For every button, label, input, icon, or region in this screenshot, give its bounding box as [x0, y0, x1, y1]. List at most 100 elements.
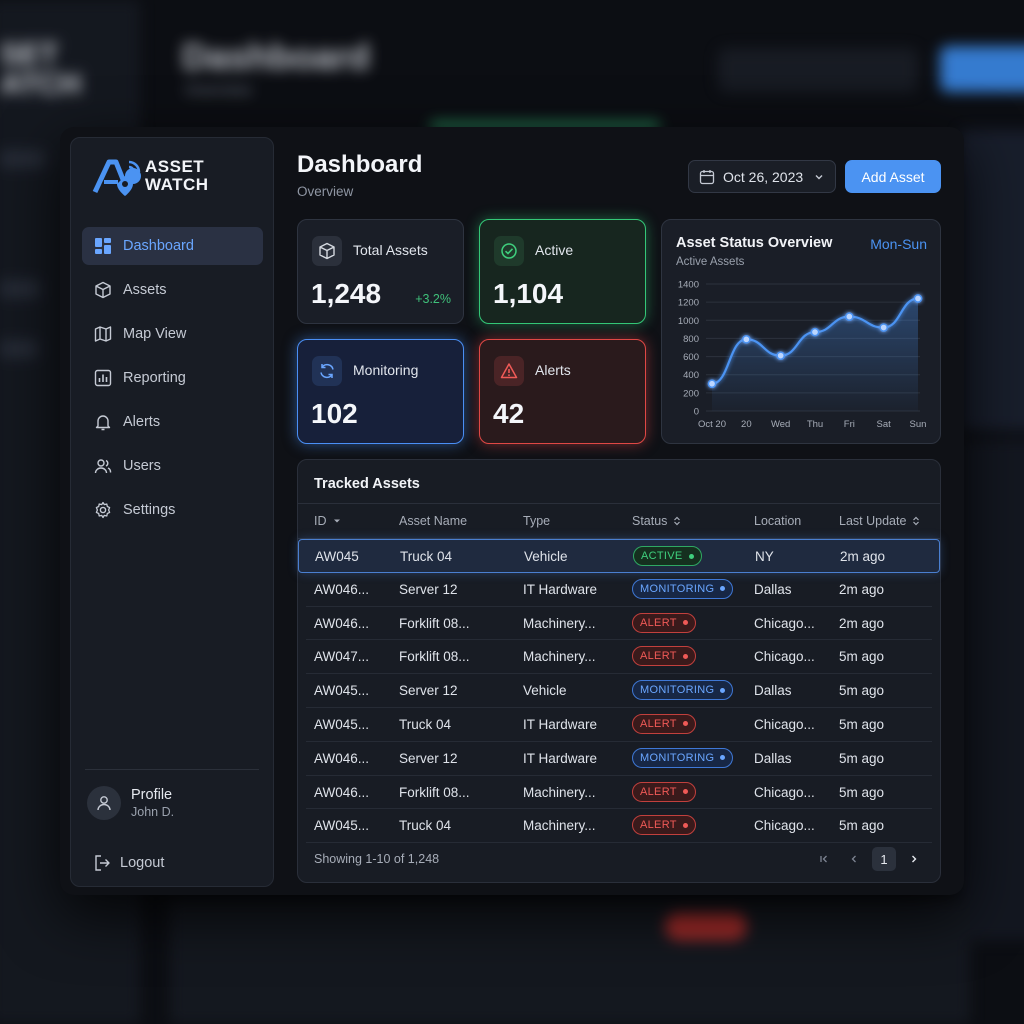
profile[interactable]: Profile John D.	[87, 786, 174, 820]
cell-id: AW046...	[314, 615, 370, 631]
logout-label: Logout	[120, 855, 165, 871]
asset-status-chart-card: 0 200 400 600 800 1000 1200 1400 Oct 20 20 Wed Thu…	[661, 219, 941, 444]
sidebar-item-settings[interactable]: Settings	[82, 491, 263, 529]
data-point[interactable]	[879, 323, 889, 332]
status-badge: ALERT	[632, 781, 696, 802]
stat-label: Alerts	[535, 362, 571, 378]
page-number-button[interactable]: 1	[872, 847, 896, 871]
status-badge: MONITORING	[632, 578, 734, 599]
sidebar-item-dashboard[interactable]: Dashboard	[82, 227, 263, 265]
background-nav-item	[0, 280, 40, 298]
column-header-id[interactable]: ID	[314, 514, 342, 528]
table-row[interactable]: AW045... Truck 04 IT Hardware ALERT Chicago.…	[306, 708, 932, 742]
cell-id: AW045	[315, 549, 359, 564]
date-picker[interactable]: Oct 26, 2023	[688, 160, 836, 193]
cell-updated: 5m ago	[839, 649, 885, 665]
cell-type: Machinery...	[523, 649, 596, 665]
stat-card-monitoring[interactable]: Monitoring 102	[297, 339, 464, 444]
users-icon	[94, 459, 112, 474]
warning-icon	[500, 363, 518, 379]
column-header-type[interactable]: Type	[523, 514, 551, 528]
map-icon	[94, 326, 112, 342]
table-row[interactable]: AW046... Forklift 08... Machinery... ALERT C…	[306, 776, 932, 810]
previous-page-button[interactable]	[842, 847, 866, 871]
column-header-location[interactable]: Location	[754, 514, 802, 528]
data-point[interactable]	[707, 379, 717, 389]
cell-type: Machinery...	[523, 818, 596, 834]
cell-updated: 5m ago	[839, 818, 885, 834]
table-row[interactable]: AW046... Server 12 IT Hardware MONITORING Da…	[306, 573, 932, 607]
cell-name: Truck 04	[400, 549, 453, 564]
sidebar-item-label: Settings	[123, 502, 176, 518]
sidebar-item-label: Alerts	[123, 414, 161, 430]
cell-name: Server 12	[399, 683, 458, 699]
stat-card-alerts[interactable]: Alerts 42	[479, 339, 646, 444]
table-title: Tracked Assets	[314, 476, 420, 492]
avatar	[87, 786, 121, 820]
cell-type: Vehicle	[524, 549, 568, 564]
x-tick-label: Fri	[844, 419, 855, 430]
stat-label: Total Assets	[353, 242, 428, 258]
calendar-icon	[699, 169, 715, 184]
y-tick-label: 400	[683, 370, 699, 381]
cell-updated: 5m ago	[839, 784, 885, 800]
cell-location: Dallas	[754, 750, 792, 766]
chart-subtitle: Active Assets	[676, 256, 745, 268]
table-row[interactable]: AW046... Forklift 08... Machinery... ALERT C…	[306, 607, 932, 641]
chart-title: Asset Status Overview	[676, 235, 833, 251]
background-add-button	[940, 46, 1024, 92]
chart-range-selector[interactable]: Mon-Sun	[870, 236, 927, 252]
cell-location: Chicago...	[754, 818, 815, 834]
cell-updated: 5m ago	[839, 683, 885, 699]
table-row[interactable]: AW047... Forklift 08... Machinery... ALERT C…	[306, 640, 932, 675]
column-header-status[interactable]: Status	[632, 514, 682, 528]
data-point[interactable]	[810, 327, 820, 337]
cell-type: Machinery...	[523, 784, 596, 800]
cell-updated: 2m ago	[839, 615, 885, 631]
table-row[interactable]: AW045... Truck 04 Machinery... ALERT Chicago…	[306, 809, 932, 844]
dashboard-icon	[95, 238, 111, 254]
sidebar-nav: Dashboard Assets Map View Reporting Aler…	[82, 227, 263, 535]
sidebar-item-label: Reporting	[123, 370, 186, 386]
box-icon	[95, 281, 111, 299]
data-point[interactable]	[913, 294, 923, 303]
background-table-bottom	[170, 900, 970, 1024]
data-point[interactable]	[844, 312, 854, 322]
background-title: Dashboard	[182, 36, 371, 77]
table-row[interactable]: AW045 Truck 04 Vehicle ACTIVE NY 2m ago	[298, 539, 940, 573]
bell-icon	[95, 415, 111, 431]
sidebar-item-assets[interactable]: Assets	[82, 271, 263, 309]
sidebar-item-users[interactable]: Users	[82, 447, 263, 485]
logout-button[interactable]: Logout	[93, 854, 164, 872]
cell-type: Machinery...	[523, 615, 596, 631]
y-tick-label: 600	[683, 352, 699, 363]
cell-id: AW045...	[314, 716, 370, 732]
add-asset-button[interactable]: Add Asset	[845, 160, 941, 193]
cell-id: AW046...	[314, 784, 370, 800]
data-point[interactable]	[741, 334, 751, 344]
sort-icon	[913, 516, 920, 526]
cell-location: NY	[755, 549, 774, 564]
pagination: 1	[806, 847, 926, 871]
y-tick-label: 1000	[678, 316, 699, 327]
profile-label: Profile	[131, 787, 173, 803]
cell-updated: 5m ago	[839, 716, 885, 732]
app-logo[interactable]: ASSET WATCH	[91, 154, 209, 198]
stat-card-active[interactable]: Active 1,104	[479, 219, 646, 324]
sidebar-item-alerts[interactable]: Alerts	[82, 403, 263, 441]
y-tick-label: 1200	[678, 298, 699, 309]
table-row[interactable]: AW045... Server 12 Vehicle MONITORING Dallas…	[306, 674, 932, 708]
cell-name: Forklift 08...	[399, 615, 470, 631]
sidebar-divider	[85, 769, 259, 770]
sidebar-item-reporting[interactable]: Reporting	[82, 359, 263, 397]
box-icon	[319, 242, 335, 260]
table-row[interactable]: AW046... Server 12 IT Hardware MONITORING Da…	[306, 742, 932, 776]
sidebar-item-map-view[interactable]: Map View	[82, 315, 263, 353]
next-page-button[interactable]	[902, 847, 926, 871]
column-header-asset-name[interactable]: Asset Name	[399, 514, 468, 528]
first-page-button[interactable]	[812, 847, 836, 871]
data-point[interactable]	[776, 351, 786, 361]
column-header-last-update[interactable]: Last Update	[839, 514, 921, 528]
stat-card-total-assets[interactable]: Total Assets 1,248 +3.2%	[297, 219, 464, 324]
asset-watch-logo-icon	[92, 159, 141, 196]
